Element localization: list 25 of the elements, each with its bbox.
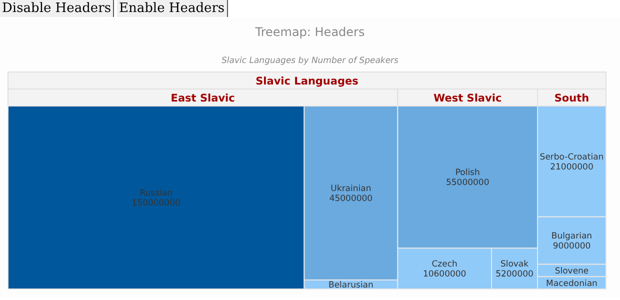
- data-label: 5200000: [496, 270, 534, 280]
- category-label: Czech: [432, 260, 458, 270]
- text: Slavic Languages: [256, 76, 358, 88]
- series-label: South: [554, 92, 590, 104]
- text: Slavic Languages by Number of Speakers: [222, 56, 400, 66]
- category-label: Ukrainian: [330, 184, 372, 194]
- category-label: Belarusian: [328, 280, 374, 290]
- text: Enable Headers: [117, 0, 228, 17]
- data-label: 150000000: [132, 198, 180, 208]
- text: Disable Headers: [0, 0, 114, 17]
- category-label: Serbo-Croatian: [540, 152, 604, 162]
- text: Treemap: Headers: [254, 25, 365, 39]
- category-label: Macedonian: [546, 278, 598, 289]
- data-label: 45000000: [329, 194, 373, 204]
- category-label: Polish: [455, 168, 480, 178]
- category-label: Slovene: [554, 266, 589, 276]
- series-label: East Slavic: [170, 92, 235, 104]
- category-label: Slovak: [500, 260, 529, 270]
- data-label: 55000000: [446, 178, 490, 188]
- category-label: Russian: [140, 188, 172, 198]
- data-label: 10600000: [422, 270, 466, 280]
- category-label: Bulgarian: [551, 232, 592, 242]
- data-label: 9000000: [552, 242, 591, 252]
- series-label: West Slavic: [434, 92, 502, 104]
- data-label: 21000000: [550, 162, 594, 172]
